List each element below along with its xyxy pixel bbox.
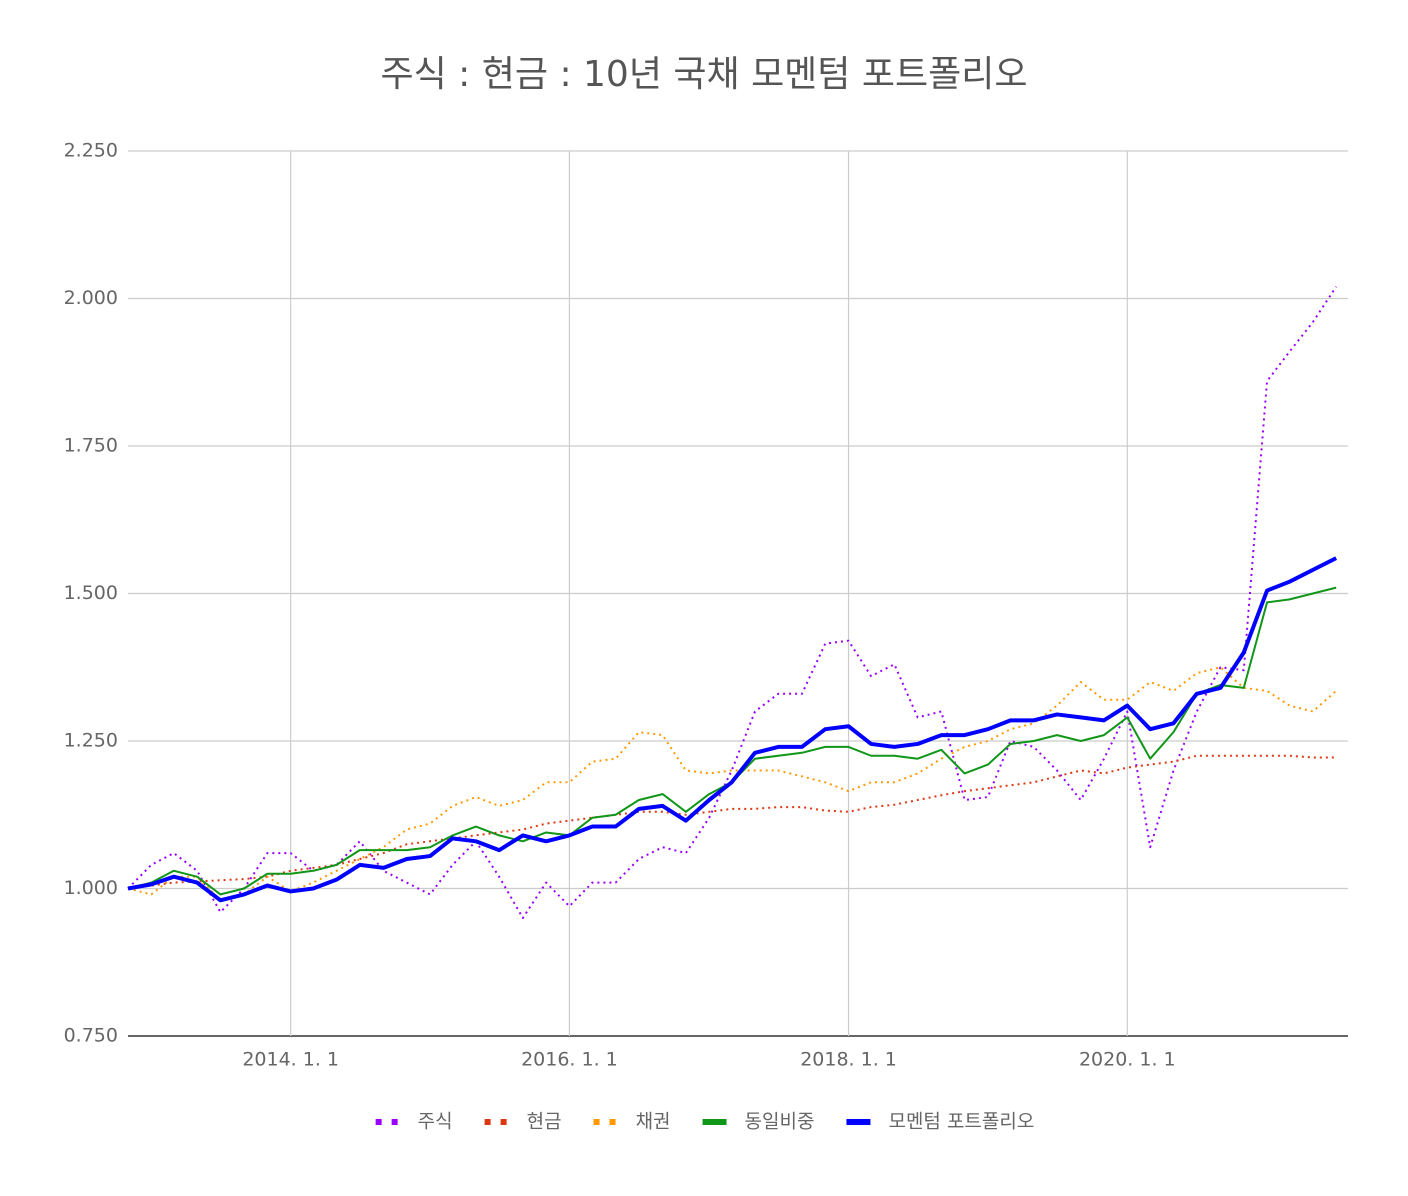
- legend-label: 모멘텀 포트폴리오: [888, 1111, 1034, 1133]
- y-tick-label: 1.000: [64, 877, 118, 899]
- series-line: [127, 556, 1338, 903]
- legend-label: 동일비중: [745, 1111, 815, 1133]
- x-tick-label: 2018. 1. 1: [800, 1049, 897, 1071]
- y-tick-label: 0.750: [64, 1025, 118, 1047]
- y-tick-label: 1.750: [64, 435, 118, 457]
- x-tick-label: 2016. 1. 1: [521, 1049, 618, 1071]
- chart-title: 주식 : 현금 : 10년 국채 모멘텀 포트폴리오: [381, 54, 1028, 95]
- y-tick-label: 1.250: [64, 730, 118, 752]
- legend-label: 현금: [527, 1111, 562, 1133]
- y-tick-label: 2.000: [64, 287, 118, 309]
- y-tick-label: 1.500: [64, 582, 118, 604]
- x-tick-label: 2020. 1. 1: [1079, 1049, 1176, 1071]
- legend-label: 주식: [418, 1111, 453, 1133]
- legend-label: 채권: [636, 1111, 671, 1133]
- x-tick-label: 2014. 1. 1: [242, 1049, 339, 1071]
- y-tick-label: 2.250: [64, 140, 118, 162]
